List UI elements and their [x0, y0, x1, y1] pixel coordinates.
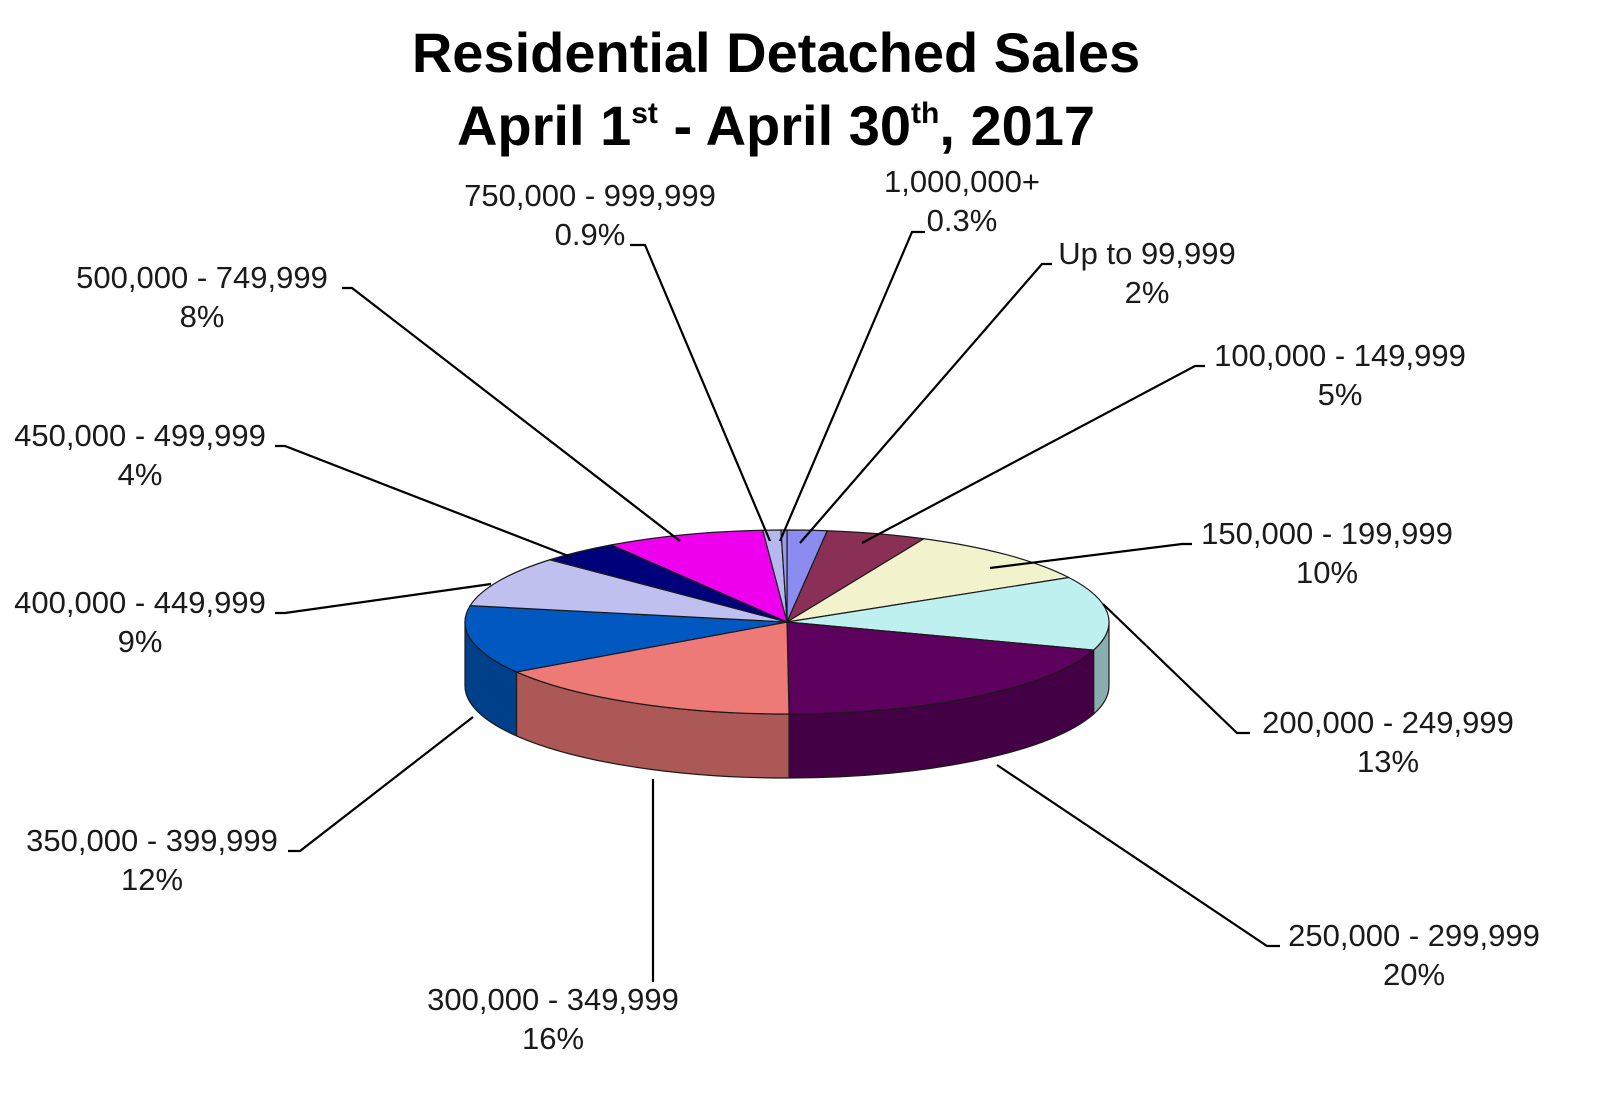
slice-label: 1,000,000+ [884, 164, 1040, 199]
slice-label: 150,000 - 199,999 [1201, 516, 1453, 551]
slice-percentage: 13% [1357, 744, 1419, 779]
chart-title-line2: April 1st - April 30th, 2017 [457, 94, 1095, 157]
pie-slice [515, 621, 790, 715]
chart-title-line2-part1: April 1 [457, 94, 631, 157]
pie-slice [786, 576, 1110, 651]
slice-label: 250,000 - 299,999 [1288, 918, 1540, 953]
pie-sides [464, 621, 1110, 779]
slice-label: Up to 99,999 [1058, 236, 1236, 271]
pie-slice [464, 605, 788, 673]
leader-lines [275, 230, 1280, 982]
leader-line [275, 582, 492, 615]
slice-percentage: 2% [1125, 275, 1170, 310]
chart-title: Residential Detached Sales April 1st - A… [412, 21, 1140, 157]
slice-label: 200,000 - 249,999 [1262, 705, 1514, 740]
pie-slice [610, 529, 788, 623]
leader-line [342, 286, 681, 542]
leader-line [861, 364, 1205, 544]
chart-title-line2-part3: , 2017 [939, 94, 1095, 157]
leader-line [799, 262, 1052, 544]
pie-slice [786, 621, 1095, 715]
pie-slices [464, 529, 1110, 715]
slice-label: 100,000 - 149,999 [1214, 338, 1466, 373]
leader-line [630, 243, 772, 542]
leader-line [989, 542, 1192, 570]
slice-percentage: 16% [522, 1021, 584, 1056]
leader-line [996, 764, 1280, 948]
slice-percentage: 9% [118, 624, 163, 659]
slice-label: 300,000 - 349,999 [427, 982, 679, 1017]
chart-title-line1: Residential Detached Sales [412, 21, 1140, 84]
chart-title-line2-sup1: st [631, 97, 658, 130]
chart-title-line2-sup2: th [911, 97, 939, 130]
leader-line [778, 230, 925, 542]
leader-line [1102, 603, 1250, 735]
leader-line [275, 444, 572, 559]
slice-label: 400,000 - 449,999 [14, 585, 266, 620]
slice-label: 450,000 - 499,999 [14, 418, 266, 453]
slice-percentage: 0.9% [555, 217, 626, 252]
slice-percentage: 10% [1296, 555, 1358, 590]
slice-percentage: 20% [1383, 957, 1445, 992]
pie-slice [469, 559, 788, 623]
chart-title-line2-part2: - April 30 [658, 94, 911, 157]
slice-percentage: 0.3% [927, 203, 998, 238]
slice-label: 350,000 - 399,999 [26, 823, 278, 858]
slice-label: 500,000 - 749,999 [76, 260, 328, 295]
slice-percentage: 4% [118, 457, 163, 492]
pie-slice [786, 538, 1070, 623]
slice-percentage: 8% [180, 299, 225, 334]
slice-percentage: 5% [1318, 377, 1363, 412]
slice-percentage: 12% [121, 862, 183, 897]
leader-line [288, 716, 474, 853]
slice-label: 750,000 - 999,999 [464, 178, 716, 213]
slice-labels: Up to 99,999 2% 100,000 - 149,999 5% 150,000… [14, 164, 1540, 1056]
